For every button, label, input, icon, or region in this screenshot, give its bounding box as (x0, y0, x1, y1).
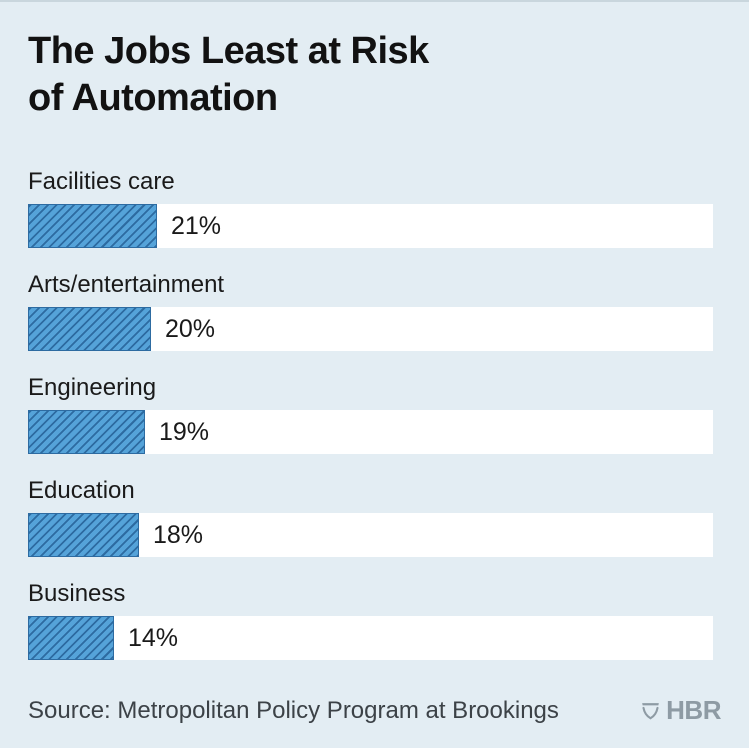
source-text: Source: Metropolitan Policy Program at B… (28, 696, 559, 724)
bar-category-label: Arts/entertainment (28, 271, 225, 298)
bar-category-label: Business (28, 580, 126, 607)
bar-value-label: 14% (128, 623, 179, 652)
chart-title: The Jobs Least at Risk of Automation (28, 30, 429, 119)
hbr-logo: HBR (640, 695, 721, 726)
bar-track: 14% (28, 616, 713, 660)
bar-fill (28, 307, 151, 351)
bar-track: 18% (28, 513, 713, 557)
bar-track: 21% (28, 204, 713, 248)
chart-footer: Source: Metropolitan Policy Program at B… (28, 695, 721, 726)
bar-fill (28, 616, 114, 660)
bar-fill (28, 513, 139, 557)
hbr-wordmark: HBR (666, 695, 721, 725)
bar-fill (28, 204, 157, 248)
bar-row: Education 18% (28, 477, 713, 557)
bar-row: Business 14% (28, 580, 713, 660)
bar-row: Facilities care 21% (28, 168, 713, 248)
bar-track: 20% (28, 307, 713, 351)
bar-category-label: Education (28, 477, 135, 504)
hbr-shield-icon (642, 702, 659, 719)
bar-value-label: 20% (165, 314, 216, 343)
bar-category-label: Facilities care (28, 168, 175, 195)
bar-fill (28, 410, 145, 454)
bar-row: Arts/entertainment 20% (28, 271, 713, 351)
bar-row: Engineering 19% (28, 374, 713, 454)
bar-track: 19% (28, 410, 713, 454)
bar-value-label: 21% (171, 211, 222, 240)
bar-chart: Facilities care 21% Arts/entertainment 2… (28, 168, 713, 660)
bar-value-label: 18% (153, 520, 204, 549)
bar-value-label: 19% (159, 417, 210, 446)
bar-category-label: Engineering (28, 374, 157, 401)
